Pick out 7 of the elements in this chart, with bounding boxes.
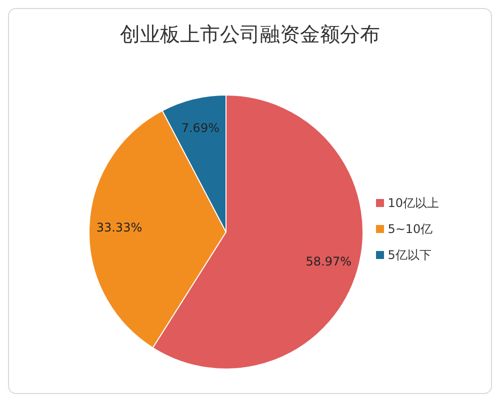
legend-label: 10亿以上 <box>388 196 439 210</box>
data-label: 58.97% <box>306 254 352 269</box>
data-label: 7.69% <box>181 121 220 136</box>
legend-label: 5亿以下 <box>388 248 432 262</box>
chart-title: 创业板上市公司融资金额分布 <box>119 21 381 48</box>
legend-label: 5~10亿 <box>388 222 433 236</box>
data-label: 33.33% <box>96 220 142 235</box>
